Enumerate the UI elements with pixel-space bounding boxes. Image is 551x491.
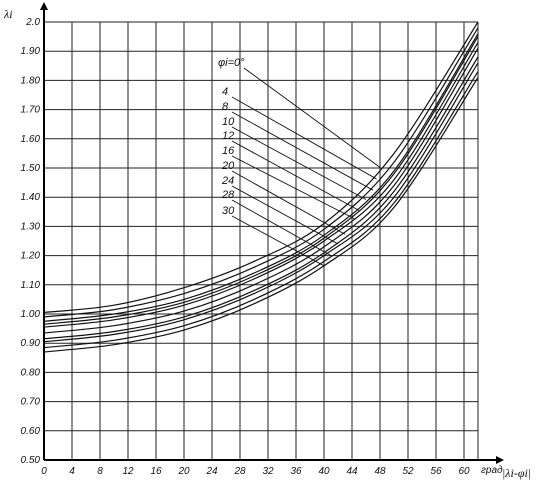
series-labels: φi=0° 4 8 10 12 16 20 24 28 30 <box>218 57 245 217</box>
series-label-4: 12 <box>222 130 234 142</box>
series-leader-1 <box>231 96 377 180</box>
series-curve-2 <box>43 33 479 322</box>
series-label-0: φi=0° <box>218 57 245 69</box>
x-tick-label-48: 48 <box>374 466 386 477</box>
x-tick-label-60: 60 <box>458 466 470 477</box>
series-curve-1 <box>43 27 479 318</box>
x-tick-label-52: 52 <box>402 466 414 477</box>
y-tick-label-1.10: 1.10 <box>21 280 41 291</box>
series-leader-6 <box>231 170 346 235</box>
series-label-3: 10 <box>222 116 235 128</box>
grid <box>43 21 479 461</box>
series-curve-9 <box>43 77 479 353</box>
series-leaders <box>231 67 381 267</box>
series-curve-0 <box>43 21 479 314</box>
y-tick-label-1.00: 1.00 <box>21 309 41 320</box>
x-tick-label-4: 4 <box>69 466 75 477</box>
x-tick-label-20: 20 <box>177 466 190 477</box>
series-leader-3 <box>231 126 367 200</box>
series-curves <box>43 21 479 353</box>
series-leader-7 <box>231 185 339 245</box>
series-curve-6 <box>43 56 479 340</box>
x-tick-label-0: 0 <box>41 466 47 477</box>
tick-labels: 0 4 8 12 16 20 24 28 32 36 40 44 48 52 56 600.500.600.7… <box>21 17 470 477</box>
axes <box>40 2 504 464</box>
y-tick-label-1.80: 1.80 <box>21 75 41 86</box>
y-tick-label-0.90: 0.90 <box>21 338 41 349</box>
y-tick-label-0.60: 0.60 <box>21 426 41 437</box>
series-leader-0 <box>243 67 381 168</box>
x-axis-arrow <box>496 456 504 464</box>
x-tick-label-24: 24 <box>205 466 218 477</box>
y-tick-label-2.0: 2.0 <box>25 17 40 28</box>
y-tick-label-0.50: 0.50 <box>21 455 41 466</box>
y-tick-label-1.90: 1.90 <box>21 46 41 57</box>
series-label-1: 4 <box>222 86 228 98</box>
x-unit-label: град <box>481 465 503 476</box>
y-tick-label-1.30: 1.30 <box>21 221 41 232</box>
y-axis-arrow <box>40 2 48 10</box>
series-label-7: 24 <box>221 175 234 187</box>
series-leader-4 <box>231 140 360 211</box>
x-tick-label-32: 32 <box>262 466 274 477</box>
series-label-6: 20 <box>221 160 235 172</box>
x-tick-label-12: 12 <box>122 466 134 477</box>
y-tick-label-1.60: 1.60 <box>21 134 41 145</box>
x-tick-label-40: 40 <box>318 466 330 477</box>
series-label-2: 8 <box>222 101 229 113</box>
x-tick-label-56: 56 <box>430 466 442 477</box>
y-tick-label-0.80: 0.80 <box>21 367 41 378</box>
series-label-9: 30 <box>222 205 235 217</box>
y-tick-label-1.50: 1.50 <box>21 163 41 174</box>
series-label-8: 28 <box>221 189 235 201</box>
series-leader-5 <box>231 155 356 220</box>
series-leader-9 <box>231 215 325 267</box>
series-curve-4 <box>43 42 479 328</box>
x-tick-label-8: 8 <box>97 466 103 477</box>
series-curve-5 <box>43 47 479 334</box>
x-tick-label-28: 28 <box>233 466 246 477</box>
series-curve-7 <box>43 62 479 343</box>
y-tick-label-0.70: 0.70 <box>21 397 41 408</box>
y-tick-label-1.20: 1.20 <box>21 251 41 262</box>
y-tick-label-1.70: 1.70 <box>21 105 41 116</box>
x-tick-label-44: 44 <box>346 466 358 477</box>
x-axis-label: |λi-φi| <box>502 466 531 480</box>
series-curve-3 <box>43 36 479 325</box>
x-tick-label-16: 16 <box>150 466 162 477</box>
series-curve-8 <box>43 71 479 349</box>
series-leader-2 <box>231 111 374 191</box>
y-axis-label: λi <box>3 7 13 21</box>
series-label-5: 16 <box>222 145 235 157</box>
y-tick-label-1.40: 1.40 <box>21 192 41 203</box>
series-leader-8 <box>231 199 332 256</box>
x-tick-label-36: 36 <box>290 466 302 477</box>
